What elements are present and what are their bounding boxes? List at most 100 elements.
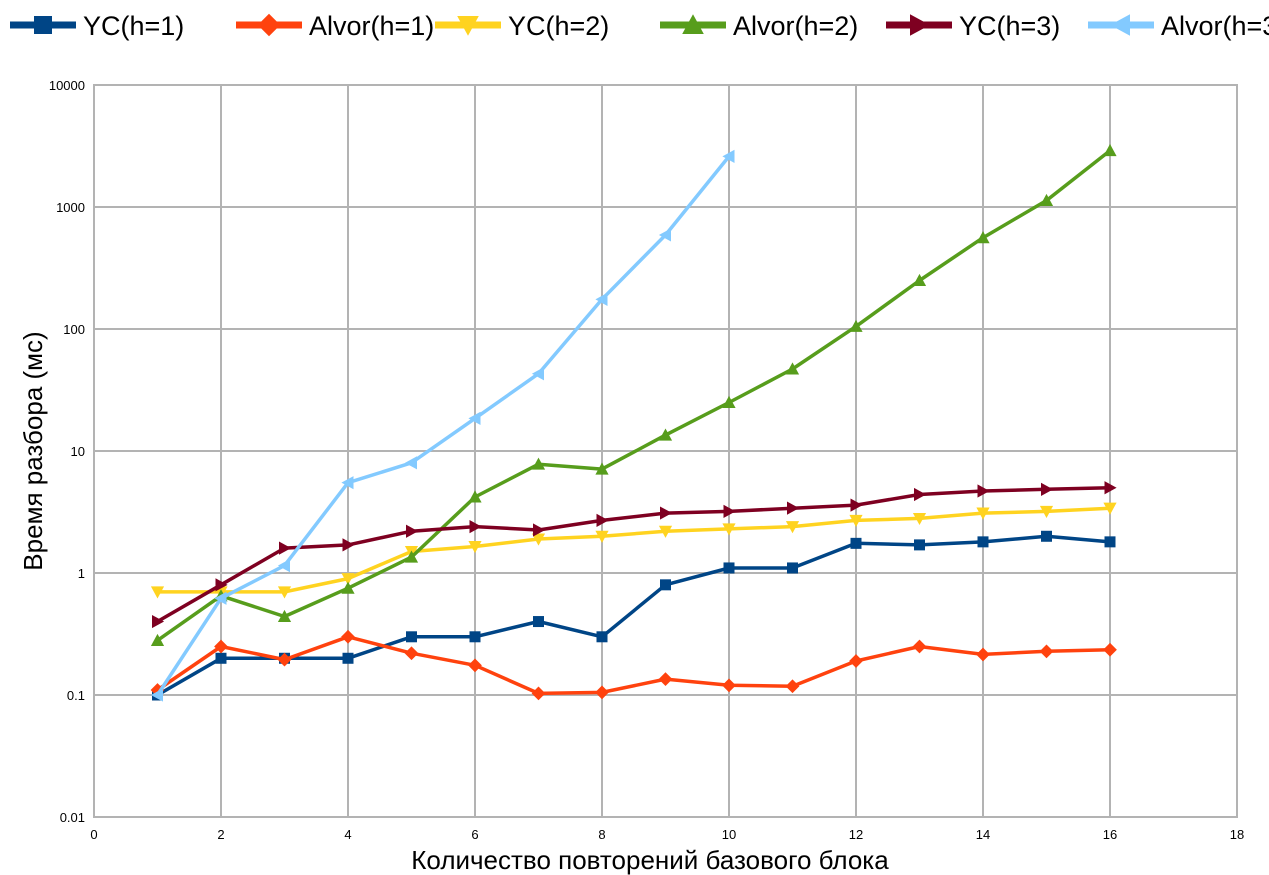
data-point <box>595 462 609 475</box>
data-point <box>785 679 800 694</box>
data-point <box>150 633 165 646</box>
x-tick-label: 4 <box>344 827 351 842</box>
legend-label: Alvor(h=2) <box>733 11 858 41</box>
data-point <box>785 521 800 534</box>
data-point <box>722 678 736 693</box>
legend-item: Alvor(h=2) <box>660 11 858 41</box>
legend-item: Alvor(h=3) <box>1088 11 1269 41</box>
data-point <box>787 562 798 574</box>
data-point <box>342 538 355 552</box>
legend-swatch-marker <box>257 13 281 37</box>
data-point <box>1103 642 1117 657</box>
data-point <box>850 498 863 512</box>
legend-label: YC(h=1) <box>83 11 184 41</box>
y-tick-label: 0.01 <box>60 810 85 825</box>
data-point <box>595 685 609 700</box>
legend-swatch-marker <box>34 16 52 34</box>
data-point <box>533 523 546 537</box>
y-tick-label: 10 <box>71 444 85 459</box>
data-point <box>404 646 419 661</box>
data-point <box>406 631 417 643</box>
series-4 <box>150 143 1117 646</box>
series-line <box>156 534 1111 697</box>
data-point <box>596 631 608 643</box>
data-point <box>531 367 544 381</box>
y-tick-label: 1000 <box>56 200 85 215</box>
data-point <box>215 652 227 664</box>
series-line <box>156 155 731 696</box>
data-point <box>406 524 419 538</box>
data-point <box>723 504 736 518</box>
series-line <box>157 506 1111 594</box>
y-tick-label: 1 <box>78 566 85 581</box>
x-tick-label: 18 <box>1230 827 1244 842</box>
y-tick-label: 100 <box>63 322 85 337</box>
data-point <box>912 512 927 526</box>
series-5 <box>152 481 1117 629</box>
legend-label: Alvor(h=3) <box>1161 11 1269 41</box>
data-point <box>1103 502 1117 515</box>
data-point <box>722 523 736 536</box>
y-axis-ticks: 0.01 0.1 1 10 100 1000 10000 <box>49 78 85 825</box>
x-axis-title: Количество повторений базового блока <box>411 845 889 875</box>
data-point <box>1039 644 1054 659</box>
data-point <box>976 507 990 520</box>
data-point <box>785 362 800 375</box>
series-2 <box>150 629 1117 701</box>
data-point <box>152 614 165 629</box>
data-point <box>533 616 544 628</box>
data-point <box>214 639 228 654</box>
y-tick-label: 0.1 <box>67 688 85 703</box>
legend-item: YC(h=1) <box>10 11 184 41</box>
series-line <box>156 485 1111 624</box>
data-point <box>468 540 482 554</box>
data-point <box>1104 536 1116 548</box>
data-point <box>1041 482 1054 496</box>
data-point <box>531 533 546 546</box>
data-point <box>277 586 292 599</box>
series-6 <box>150 149 735 702</box>
data-point <box>977 484 990 498</box>
x-tick-label: 2 <box>217 827 224 842</box>
series-line <box>156 149 1112 642</box>
data-point <box>977 536 989 548</box>
data-point <box>404 456 417 470</box>
legend-item: YC(h=3) <box>886 11 1060 41</box>
data-point <box>722 395 736 408</box>
data-point <box>404 550 419 563</box>
data-point <box>468 490 482 503</box>
data-point <box>341 476 354 490</box>
data-point <box>914 539 925 551</box>
x-tick-label: 0 <box>90 827 97 842</box>
data-point <box>1041 530 1052 542</box>
data-point <box>787 501 800 515</box>
data-point <box>1104 481 1117 495</box>
legend: YC(h=1) Alvor(h=1) YC(h=2) Alvor(h=2) YC(h=3… <box>10 11 1269 41</box>
data-point <box>341 629 355 644</box>
data-point <box>277 609 292 622</box>
data-point <box>468 658 482 673</box>
data-point <box>215 578 228 592</box>
x-tick-label: 12 <box>849 827 863 842</box>
legend-label: YC(h=3) <box>959 11 1060 41</box>
data-point <box>341 581 355 594</box>
x-axis-ticks: 0 2 4 6 8 10 12 14 16 18 <box>90 827 1244 842</box>
legend-label: Alvor(h=1) <box>309 11 434 41</box>
data-point <box>658 672 673 686</box>
data-point <box>660 506 673 520</box>
x-tick-label: 16 <box>1103 827 1117 842</box>
data-point <box>468 411 481 426</box>
data-point <box>1103 143 1117 157</box>
legend-label: YC(h=2) <box>508 11 609 41</box>
data-point <box>912 273 927 286</box>
y-axis-title: Время разбора (мс) <box>18 331 48 570</box>
data-point <box>976 647 990 662</box>
series-1 <box>152 530 1116 701</box>
data-point <box>150 688 163 702</box>
data-point <box>469 631 481 643</box>
data-point <box>531 457 546 470</box>
data-point <box>660 579 671 591</box>
data-point <box>722 149 735 163</box>
data-point <box>658 228 671 242</box>
